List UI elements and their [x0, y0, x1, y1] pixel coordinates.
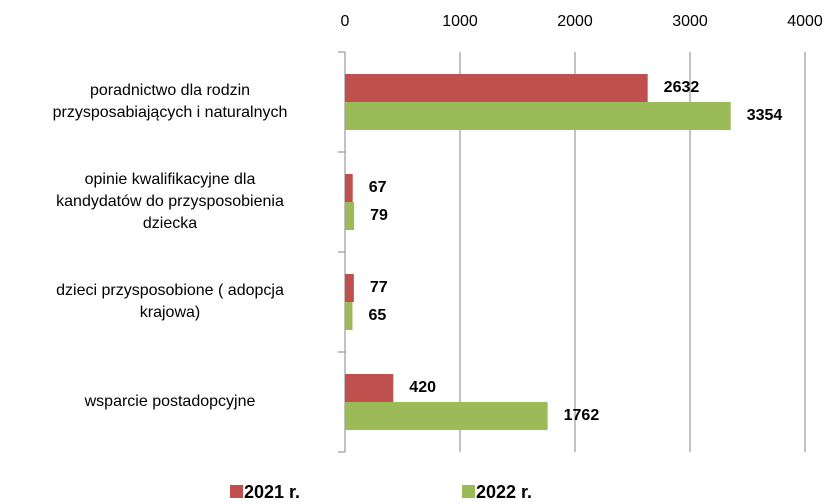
x-tick-label: 2000 — [557, 13, 593, 30]
bar — [345, 174, 353, 202]
bar — [345, 102, 731, 130]
bar — [345, 202, 355, 230]
value-label: 2632 — [664, 79, 700, 96]
category-label: kandydatów do przysposobienia — [56, 193, 284, 210]
bar — [345, 74, 648, 102]
value-label: 65 — [368, 307, 386, 324]
category-label: dzieci przysposobione ( adopcja — [56, 282, 284, 299]
x-tick-label: 3000 — [672, 13, 708, 30]
bar — [345, 302, 353, 330]
legend-swatch — [230, 485, 243, 498]
legend-swatch — [462, 485, 475, 498]
value-label: 77 — [370, 279, 388, 296]
category-label: przysposabiających i naturalnych — [53, 104, 288, 121]
value-label: 79 — [370, 207, 388, 224]
category-label: dziecka — [143, 215, 197, 232]
legend-label: 2022 r. — [476, 482, 532, 502]
category-label: krajowa) — [140, 304, 200, 321]
legend-label: 2021 r. — [244, 482, 300, 502]
x-tick-label: 4000 — [787, 13, 823, 30]
category-label: opinie kwalifikacyjne dla — [85, 171, 256, 188]
value-label: 420 — [409, 379, 436, 396]
bar — [345, 374, 394, 402]
category-label: poradnictwo dla rodzin — [90, 82, 250, 99]
x-tick-label: 0 — [341, 13, 350, 30]
category-label: wsparcie postadopcyjne — [84, 393, 256, 410]
value-label: 1762 — [564, 407, 600, 424]
bar — [345, 402, 548, 430]
x-tick-label: 1000 — [442, 13, 478, 30]
value-label: 67 — [369, 179, 387, 196]
bar — [345, 274, 354, 302]
value-label: 3354 — [747, 107, 783, 124]
